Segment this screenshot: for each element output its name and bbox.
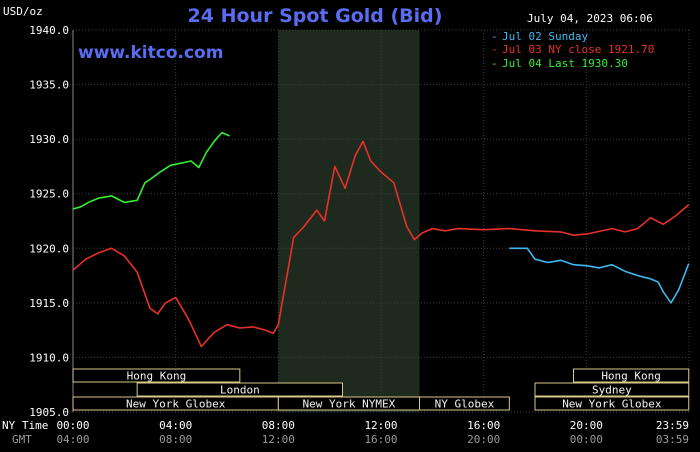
x-tick-ny: 20:00 [570, 419, 603, 432]
legend-label-jul02: Jul 02 Sunday [502, 30, 588, 43]
session-label: London [220, 384, 260, 397]
session-box [573, 368, 690, 383]
session-bar: London [136, 382, 343, 397]
session-box [419, 396, 510, 411]
x-tick-ny: 23:59 [656, 419, 689, 432]
x-tick-gmt: 20:00 [467, 433, 500, 446]
series-line-2 [72, 131, 230, 210]
legend-label-jul03: Jul 03 NY close 1921.70 [502, 43, 654, 56]
series-line-1 [72, 140, 690, 348]
ny-time-label: NY Time [2, 419, 48, 432]
chart-title: 24 Hour Spot Gold (Bid) [188, 5, 443, 27]
site-watermark: www.kitco.com [78, 43, 223, 63]
series-line-0 [509, 247, 690, 304]
legend-label-jul04: Jul 04 Last 1930.30 [502, 57, 628, 70]
y-tick-label: 1915.0 [29, 297, 69, 310]
unit-label: USD/oz [3, 5, 43, 18]
session-box [136, 382, 343, 397]
x-tick-gmt: 08:00 [159, 433, 192, 446]
session-label: Hong Kong [601, 370, 661, 383]
session-bar: Hong Kong [573, 368, 690, 383]
x-tick-gmt: 12:00 [262, 433, 295, 446]
y-tick-label: 1910.0 [29, 351, 69, 364]
x-tick-gmt: 00:00 [570, 433, 603, 446]
y-tick-labels: 1905.0 1910.0 1915.0 1920.0 1925.0 1930.0 1935… [29, 24, 69, 419]
x-tick-gmt: 04:00 [56, 433, 89, 446]
legend-dash-jul04: - [491, 57, 498, 70]
price-series [72, 131, 690, 348]
legend-entry-jul02: - Jul 02 Sunday [491, 30, 588, 43]
y-tick-label: 1905.0 [29, 406, 69, 419]
y-tick-label: 1940.0 [29, 24, 69, 37]
gmt-label: GMT [12, 433, 32, 446]
session-bar: New York Globex [72, 396, 279, 411]
x-tick-ny: 16:00 [467, 419, 500, 432]
session-label: NY Globex [435, 398, 495, 411]
session-box [72, 368, 241, 383]
session-label: Sydney [592, 384, 632, 397]
x-tick-ny: 00:00 [56, 419, 89, 432]
y-tick-label: 1935.0 [29, 79, 69, 92]
session-label: New York Globex [126, 398, 226, 411]
legend: - Jul 02 Sunday - Jul 03 NY close 1921.7… [491, 30, 654, 70]
session-bar: Sydney [534, 382, 690, 397]
x-tick-gmt: 16:00 [364, 433, 397, 446]
session-box [534, 382, 690, 397]
session-label: Hong Kong [127, 370, 187, 383]
x-tick-labels: 00:0004:0004:0008:0008:0012:0012:0016:00… [56, 419, 689, 446]
legend-dash-jul02: - [491, 30, 498, 43]
x-tick-ny: 04:00 [159, 419, 192, 432]
session-label: New York Globex [562, 398, 662, 411]
session-box [534, 396, 690, 411]
grid-lines [72, 29, 690, 413]
legend-dash-jul03: - [491, 43, 498, 56]
timestamp: July 04, 2023 06:06 [527, 12, 653, 25]
x-tick-ny: 08:00 [262, 419, 295, 432]
y-tick-label: 1925.0 [29, 188, 69, 201]
session-label: New York NYMEX [303, 398, 396, 411]
x-tick-ny: 12:00 [364, 419, 397, 432]
y-tick-label: 1920.0 [29, 242, 69, 255]
legend-entry-jul04: - Jul 04 Last 1930.30 [491, 57, 628, 70]
shaded-region [278, 30, 420, 412]
nymex-shaded-region [278, 30, 420, 412]
session-bar: Hong Kong [72, 368, 241, 383]
legend-entry-jul03: - Jul 03 NY close 1921.70 [491, 43, 654, 56]
y-tick-label: 1930.0 [29, 133, 69, 146]
x-tick-gmt: 03:59 [656, 433, 689, 446]
session-bar: New York NYMEX [277, 396, 421, 411]
session-bar: NY Globex [419, 396, 510, 411]
session-bar: New York Globex [534, 396, 690, 411]
